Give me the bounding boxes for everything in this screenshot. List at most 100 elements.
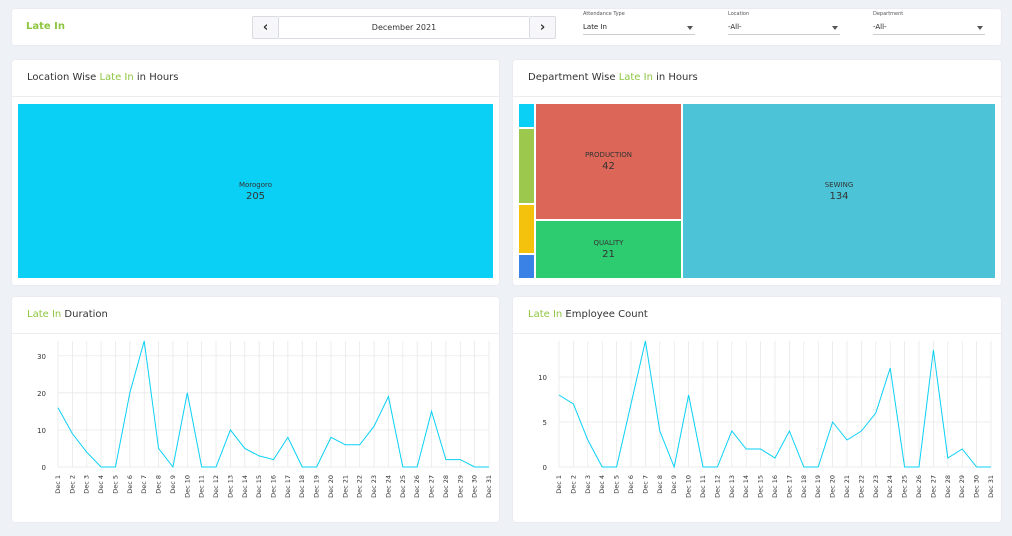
x-tick-label: Dec 19 — [814, 475, 822, 498]
x-tick-label: Dec 11 — [699, 475, 707, 498]
y-tick-label: 30 — [37, 353, 46, 361]
attendance-type-filter: Attendance Type Late In — [583, 11, 695, 41]
top-filter-bar: Late In ‹ December 2021 › Attendance Typ… — [12, 9, 1001, 45]
treemap-cell-value: 134 — [829, 190, 849, 202]
x-tick-label: Dec 21 — [341, 475, 349, 498]
x-tick-label: Dec 26 — [915, 475, 923, 498]
x-tick-label: Dec 8 — [155, 475, 163, 494]
x-tick-label: Dec 28 — [442, 475, 450, 498]
location-value: -All- — [728, 23, 742, 31]
location-wise-card: Location Wise Late In in Hours Morogoro … — [12, 60, 499, 285]
treemap-cell-production[interactable]: PRODUCTION 42 — [535, 103, 682, 220]
x-tick-label: Dec 2 — [68, 475, 76, 494]
x-tick-label: Dec 23 — [872, 475, 880, 498]
x-tick-label: Dec 17 — [785, 475, 793, 498]
department-label: Department — [873, 11, 904, 17]
y-tick-label: 0 — [42, 464, 46, 472]
x-tick-label: Dec 5 — [613, 475, 621, 494]
treemap-cell-morogoro[interactable]: Morogoro 205 — [17, 103, 494, 279]
department-wise-card: Department Wise Late In in Hours PRODUCT… — [513, 60, 1001, 285]
x-tick-label: Dec 4 — [97, 475, 105, 494]
count-card-title: Late In Employee Count — [513, 297, 1001, 334]
late-in-employee-count-card: Late In Employee Count 0 5 10 Dec 1 Dec 2 Dec… — [513, 297, 1001, 522]
x-tick-label: Dec 4 — [598, 475, 606, 494]
treemap-cell-small[interactable] — [518, 204, 535, 254]
x-tick-label: Dec 10 — [183, 475, 191, 498]
x-tick-label: Dec 2 — [569, 475, 577, 494]
y-tick-label: 0 — [543, 464, 547, 472]
month-display[interactable]: December 2021 — [279, 16, 529, 39]
x-tick-label: Dec 20 — [327, 475, 335, 498]
x-tick-label: Dec 1 — [54, 475, 62, 494]
x-tick-label: Dec 23 — [370, 475, 378, 498]
treemap-cell-small[interactable] — [518, 103, 535, 128]
treemap-cell-name: QUALITY — [593, 239, 624, 247]
location-label: Location — [728, 11, 750, 17]
y-tick-label: 10 — [538, 374, 547, 382]
x-tick-label: Dec 25 — [901, 475, 909, 498]
x-tick-label: Dec 12 — [713, 475, 721, 498]
late-in-duration-card: Late In Duration 0 10 20 30 Dec 1 Dec 2 Dec 3 D… — [12, 297, 499, 522]
x-tick-label: Dec 24 — [384, 475, 392, 498]
x-tick-label: Dec 29 — [456, 475, 464, 498]
x-tick-label: Dec 7 — [140, 475, 148, 494]
x-tick-label: Dec 1 — [555, 475, 563, 494]
y-tick-label: 10 — [37, 427, 46, 435]
x-tick-label: Dec 14 — [742, 475, 750, 498]
location-card-title: Location Wise Late In in Hours — [12, 60, 499, 97]
attendance-type-value: Late In — [583, 23, 607, 31]
y-tick-label: 20 — [37, 390, 46, 398]
x-tick-label: Dec 11 — [198, 475, 206, 498]
location-treemap: Morogoro 205 — [17, 103, 494, 279]
location-select[interactable]: -All- — [728, 20, 840, 35]
x-tick-label: Dec 22 — [857, 475, 865, 498]
treemap-cell-value: 21 — [602, 249, 615, 260]
treemap-cell-quality[interactable]: QUALITY 21 — [535, 220, 682, 279]
x-tick-label: Dec 16 — [270, 475, 278, 498]
chevron-down-icon — [687, 26, 693, 30]
page-title: Late In — [26, 21, 66, 32]
x-tick-label: Dec 27 — [428, 475, 436, 498]
x-tick-label: Dec 13 — [728, 475, 736, 498]
x-tick-label: Dec 28 — [944, 475, 952, 498]
attendance-type-select[interactable]: Late In — [583, 20, 695, 35]
treemap-cell-small[interactable] — [518, 254, 535, 279]
attendance-type-label: Attendance Type — [583, 11, 625, 17]
department-select[interactable]: -All- — [873, 20, 985, 35]
x-tick-label: Dec 30 — [471, 475, 479, 498]
x-tick-label: Dec 22 — [356, 475, 364, 498]
x-tick-label: Dec 26 — [413, 475, 421, 498]
title-accent: Late In — [528, 309, 563, 320]
treemap-cell-small[interactable] — [518, 128, 535, 204]
x-tick-label: Dec 27 — [929, 475, 937, 498]
series-line[interactable] — [558, 340, 991, 469]
x-tick-label: Dec 12 — [212, 475, 220, 498]
x-tick-label: Dec 10 — [685, 475, 693, 498]
x-tick-label: Dec 25 — [399, 475, 407, 498]
treemap-cell-name: Morogoro — [238, 180, 273, 189]
department-value: -All- — [873, 23, 887, 31]
series-line[interactable] — [57, 340, 489, 469]
title-suffix: Duration — [61, 309, 108, 320]
x-tick-label: Dec 3 — [584, 475, 592, 494]
treemap-cell-value: 205 — [245, 190, 266, 202]
x-tick-label: Dec 14 — [241, 475, 249, 498]
department-filter: Department -All- — [873, 11, 985, 41]
x-tick-label: Dec 18 — [800, 475, 808, 498]
title-suffix: in Hours — [652, 72, 698, 83]
x-tick-label: Dec 29 — [958, 475, 966, 498]
title-accent: Late In — [618, 72, 653, 83]
x-tick-label: Dec 13 — [226, 475, 234, 498]
x-tick-label: Dec 9 — [670, 475, 678, 494]
department-card-title: Department Wise Late In in Hours — [513, 60, 1001, 97]
treemap-cell-name: SEWING — [824, 180, 854, 189]
prev-month-button[interactable]: ‹ — [252, 16, 279, 39]
x-tick-label: Dec 6 — [126, 475, 134, 494]
x-tick-label: Dec 31 — [987, 475, 995, 498]
treemap-cell-sewing[interactable]: SEWING 134 — [682, 103, 996, 279]
next-month-button[interactable]: › — [529, 16, 556, 39]
x-tick-label: Dec 17 — [284, 475, 292, 498]
x-tick-label: Dec 20 — [829, 475, 837, 498]
x-tick-label: Dec 9 — [169, 475, 177, 494]
x-tick-label: Dec 5 — [111, 475, 119, 494]
